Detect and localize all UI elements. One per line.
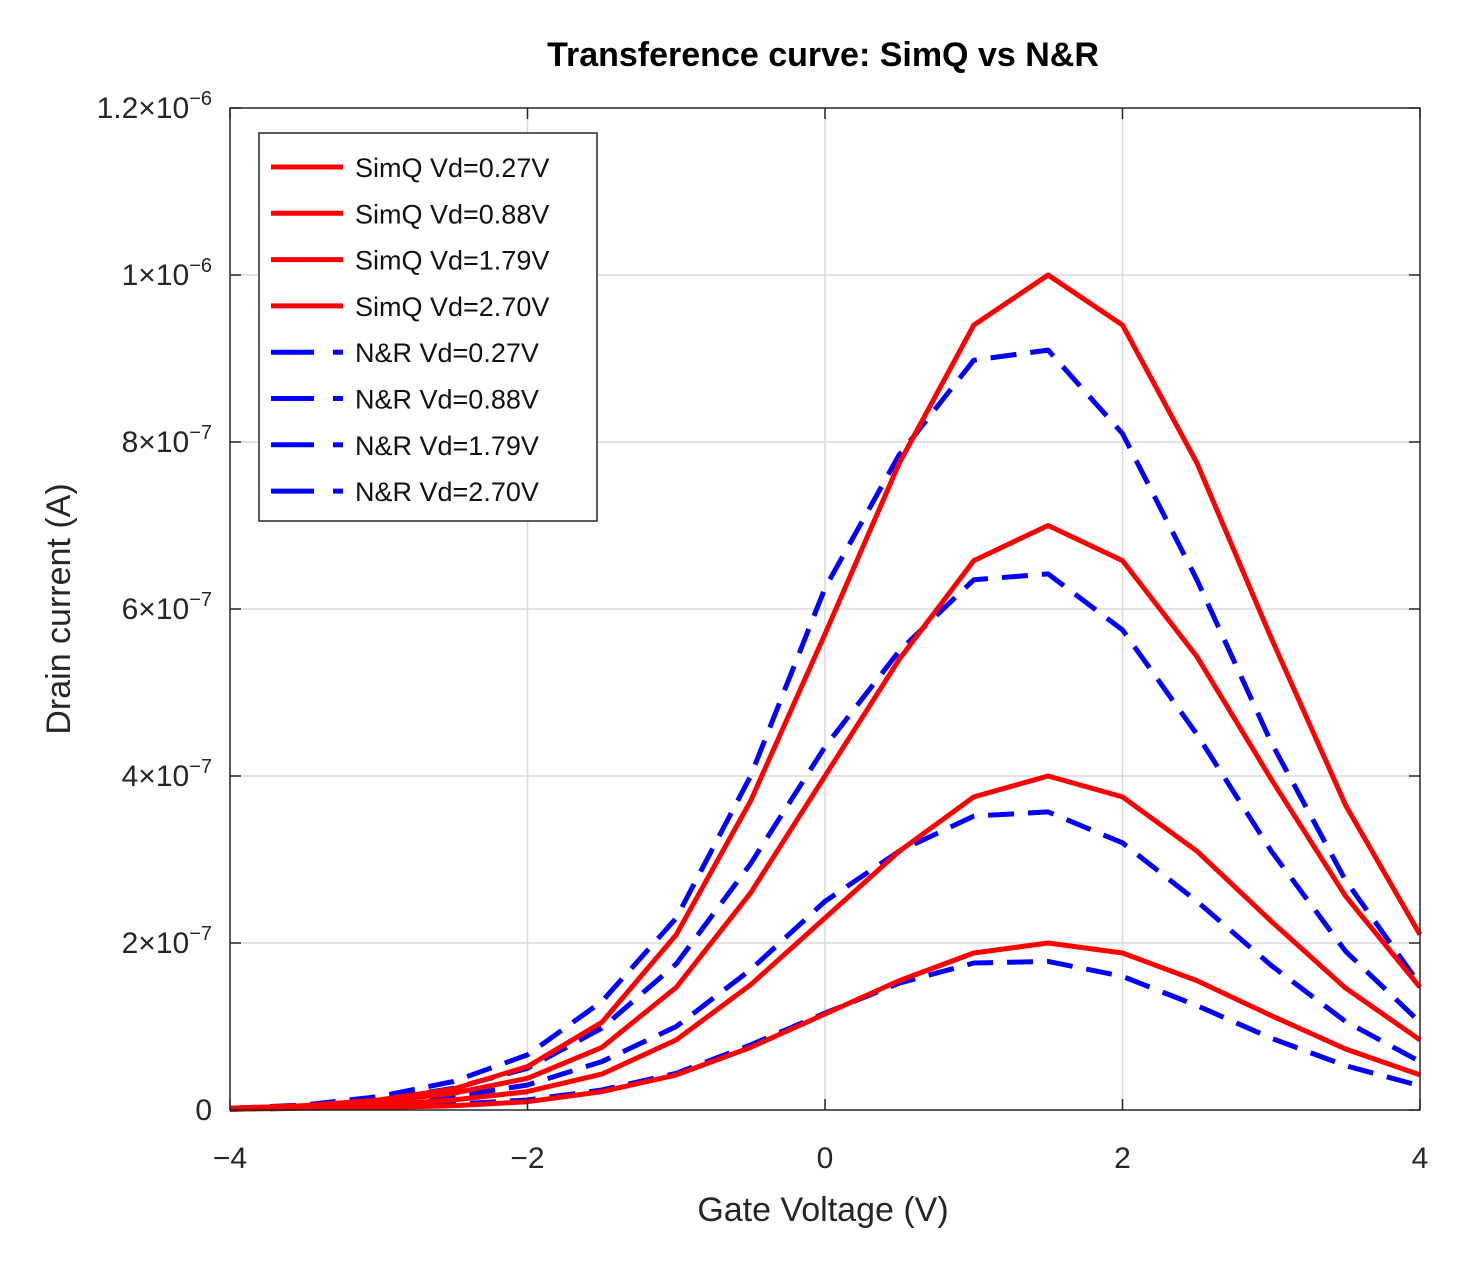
x-tick-label: 0 [817,1142,834,1175]
legend-entry: N&R Vd=1.79V [271,431,539,461]
legend-label: SimQ Vd=0.88V [355,199,549,229]
legend-entry: N&R Vd=2.70V [271,477,539,507]
legend-label: SimQ Vd=1.79V [355,246,549,276]
legend-label: N&R Vd=0.88V [355,385,539,415]
x-axis-label: Gate Voltage (V) [697,1191,948,1229]
y-tick-label: 4×10−7 [122,756,212,793]
x-tick-label: −2 [510,1142,544,1175]
legend-box [258,132,598,522]
axis-ticks: −4 −2 0 2 4 0 2×10−7 4×10−7 6×10−7 8×10−7 1×10−6 1.… [97,88,1429,1175]
y-axis-label: Drain current (A) [40,483,78,734]
plot-series [229,272,1423,1112]
x-tick-label: 2 [1114,1142,1131,1175]
legend-label: SimQ Vd=0.27V [355,153,549,183]
chart-title: Transference curve: SimQ vs N&R [547,36,1099,74]
legend-entry: N&R Vd=0.88V [271,385,539,415]
series-line-3 [229,272,1423,1111]
series-line-0 [229,940,1421,1112]
legend: SimQ Vd=0.27V SimQ Vd=0.88V SimQ Vd=1.79V S… [258,132,598,522]
y-tick-label: 8×10−7 [122,422,212,459]
y-tick-label: 0 [195,1094,212,1127]
legend-label: N&R Vd=1.79V [355,431,539,461]
y-tick-label: 2×10−7 [122,923,212,960]
legend-label: SimQ Vd=2.70V [355,292,549,322]
legend-entry: SimQ Vd=0.88V [271,199,549,229]
legend-label: N&R Vd=0.27V [355,338,539,368]
y-tick-label: 6×10−7 [122,589,212,626]
y-tick-label: 1.2×10−6 [97,88,212,125]
legend-entry: SimQ Vd=0.27V [271,153,549,183]
legend-label: N&R Vd=2.70V [355,477,539,507]
x-tick-label: −4 [213,1142,247,1175]
series-line-1 [229,773,1422,1112]
y-tick-label: 1×10−6 [122,255,212,292]
series-line-2 [229,523,1422,1111]
legend-entry: SimQ Vd=1.79V [271,246,549,276]
legend-entries: SimQ Vd=0.27V SimQ Vd=0.88V SimQ Vd=1.79V S… [271,153,549,507]
legend-entry: SimQ Vd=2.70V [271,292,549,322]
x-tick-label: 4 [1412,1142,1429,1175]
series-line-5 [229,809,1422,1112]
legend-entry: N&R Vd=0.27V [271,338,539,368]
